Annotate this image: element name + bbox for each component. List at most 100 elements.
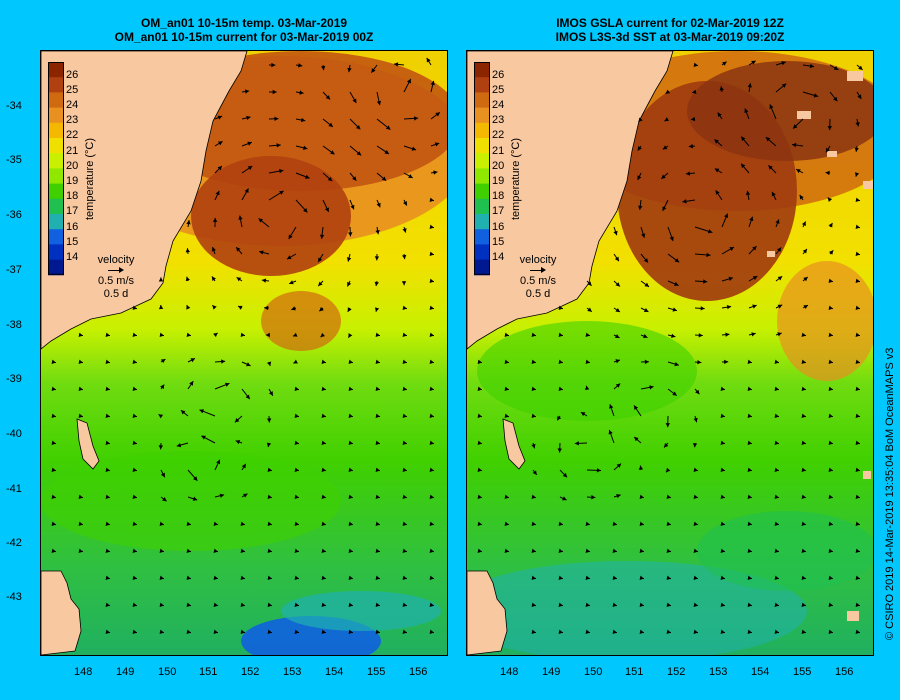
australia-mainland [41,51,248,350]
flinders-island [502,418,526,470]
colorbar-segment [474,122,490,139]
lat-label: -38 [6,319,22,331]
left-velocity-legend: velocity 0.5 m/s 0.5 d [86,254,146,301]
legend-tick: 22 [66,129,79,141]
legend-tick: 24 [492,99,505,111]
lon-label: 150 [584,666,603,678]
legend-tick: 26 [492,69,505,81]
velocity-label: velocity [519,254,557,266]
colorbar-segment [474,107,490,124]
legend-tick: 22 [492,129,505,141]
left-panel-title: OM_an01 10-15m temp. 03-Mar-2019 OM_an01… [40,16,448,44]
legend-tick: 21 [492,145,505,157]
colorbar-segment [474,168,490,185]
flinders-island [76,418,100,470]
lat-label: -35 [6,154,22,166]
legend-tick: 25 [66,84,79,96]
legend-tick: 20 [66,160,79,172]
left-color-legend: 26 25 24 23 22 21 20 19 18 17 16 15 14 t… [48,62,108,282]
legend-tick: 21 [66,145,79,157]
colorbar-segment [474,214,490,230]
colorbar-segment [48,259,64,276]
velocity-speed: 0.5 m/s [519,275,557,287]
colorbar-segment [48,107,64,124]
colorbar-segment [48,92,64,109]
lat-label: -39 [6,373,22,385]
legend-title: temperature (°C) [510,137,522,220]
colorbar-segment [48,122,64,139]
colorbar-segment [474,183,490,200]
tasmania [41,570,82,655]
colorbar-segment [48,138,64,154]
colorbar-segment [48,168,64,185]
colorbar-segment [474,153,490,169]
colorbar-segment [48,77,64,93]
left-title-line1: OM_an01 10-15m temp. 03-Mar-2019 [140,16,348,30]
lon-label: 151 [199,666,218,678]
legend-tick: 25 [492,84,505,96]
colorbar-segment [48,153,64,169]
lat-label: -43 [6,591,22,603]
lon-label: 148 [500,666,519,678]
legend-tick: 15 [492,236,505,248]
velocity-label: velocity [97,254,135,266]
colorbar-segment [474,259,490,276]
right-color-legend: 26 25 24 23 22 21 20 19 18 17 16 15 14 t… [474,62,534,282]
right-map-panel [466,50,874,656]
right-velocity-legend: velocity 0.5 m/s 0.5 d [508,254,568,301]
legend-tick: 16 [492,221,505,233]
colorbar-segment [474,138,490,154]
colorbar-segment [48,198,64,215]
velocity-time: 0.5 d [525,288,551,300]
lon-label: 153 [709,666,728,678]
lat-label: -40 [6,428,22,440]
colorbar-segment [474,92,490,109]
lon-label: 149 [116,666,135,678]
colorbar-segment [48,62,64,78]
legend-tick: 17 [66,205,79,217]
colorbar-segment [474,229,490,245]
lon-label: 154 [325,666,344,678]
current-vectors [51,57,441,634]
current-vectors [477,60,863,634]
colorbar-segment [474,77,490,93]
colorbar-segment [474,198,490,215]
left-title-line2: OM_an01 10-15m current for 03-Mar-2019 0… [114,30,374,44]
legend-tick: 18 [492,190,505,202]
lat-label: -36 [6,209,22,221]
credit-text: © CSIRO 2019 14-Mar-2019 13:35:04 BoM Oc… [884,347,896,640]
legend-tick: 23 [492,114,505,126]
lon-label: 155 [367,666,386,678]
velocity-arrow [508,267,568,275]
lon-label: 153 [283,666,302,678]
right-panel-title: IMOS GSLA current for 02-Mar-2019 12Z IM… [466,16,874,44]
legend-tick: 16 [66,221,79,233]
lon-label: 152 [667,666,686,678]
colorbar-segment [474,244,490,261]
cloud-patches [767,71,873,621]
lon-label: 151 [625,666,644,678]
legend-tick: 26 [66,69,79,81]
legend-tick: 15 [66,236,79,248]
tasmania [467,570,508,655]
legend-title: temperature (°C) [84,137,96,220]
lon-label: 152 [241,666,260,678]
legend-tick: 18 [66,190,79,202]
colorbar-segment [48,244,64,261]
left-map-svg [41,51,447,655]
lon-label: 150 [158,666,177,678]
velocity-speed: 0.5 m/s [97,275,135,287]
colorbar-segment [48,229,64,245]
lon-label: 156 [409,666,428,678]
lon-label: 149 [542,666,561,678]
colorbar-segment [48,214,64,230]
lon-label: 155 [793,666,812,678]
lat-label: -41 [6,483,22,495]
legend-tick: 17 [492,205,505,217]
lon-label: 148 [74,666,93,678]
lat-label: -34 [6,100,22,112]
velocity-time: 0.5 d [103,288,129,300]
left-colorbar [48,62,64,276]
lat-label: -42 [6,537,22,549]
legend-tick: 14 [492,251,505,263]
